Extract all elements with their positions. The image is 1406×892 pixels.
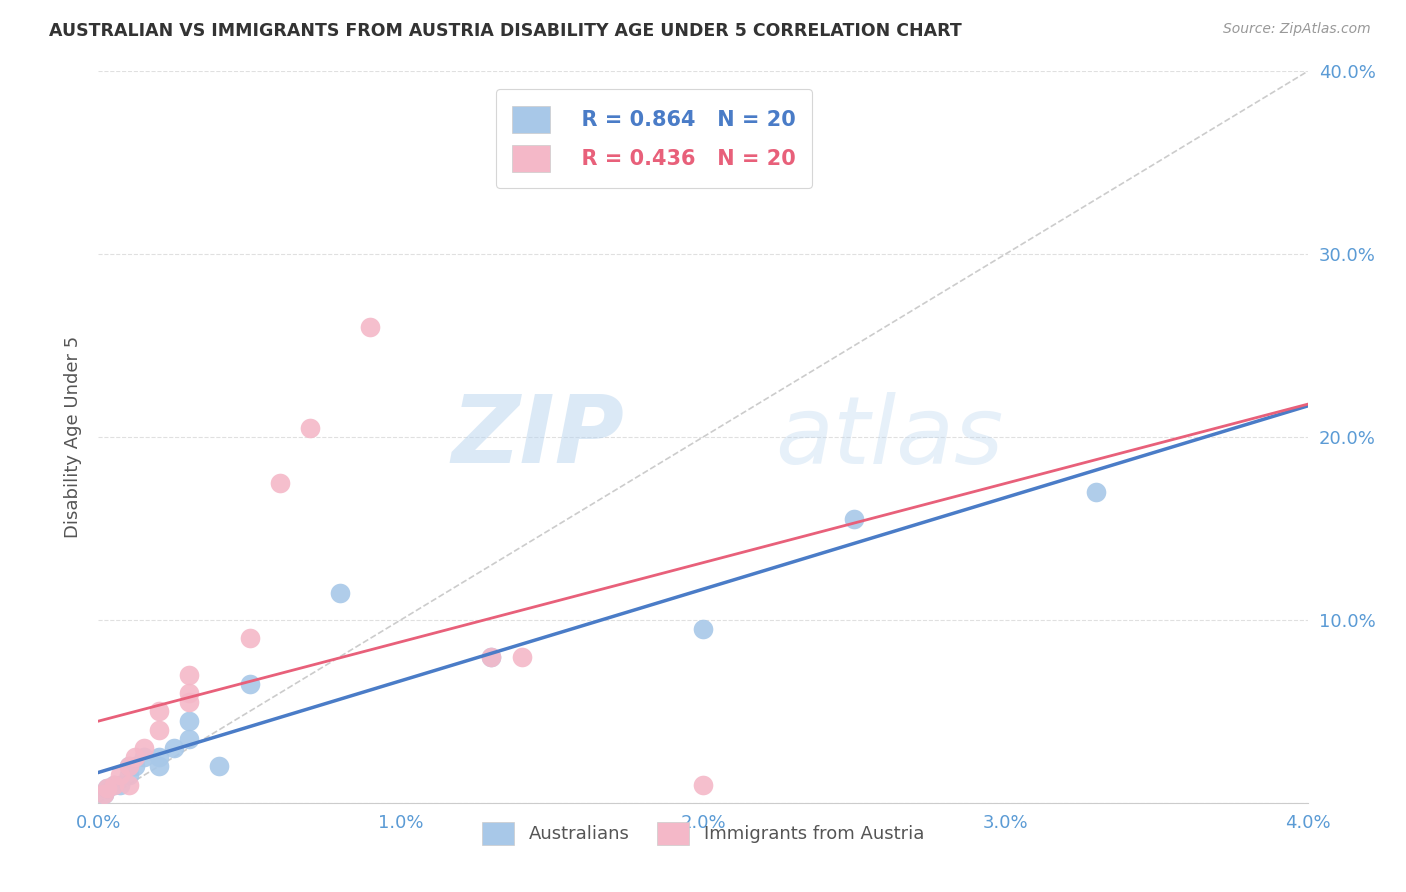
- Point: [208, 759, 231, 773]
- Point: [299, 421, 322, 435]
- Text: ZIP: ZIP: [451, 391, 624, 483]
- Point: [179, 667, 201, 681]
- Point: [118, 759, 141, 773]
- Legend: Australians, Immigrants from Austria: Australians, Immigrants from Austria: [475, 814, 931, 852]
- Point: [108, 778, 131, 792]
- Point: [179, 695, 201, 709]
- Point: [124, 759, 146, 773]
- Point: [481, 649, 503, 664]
- Point: [1085, 485, 1108, 500]
- Point: [179, 714, 201, 728]
- Point: [93, 787, 115, 801]
- Point: [148, 750, 170, 764]
- Point: [148, 759, 170, 773]
- Point: [239, 677, 262, 691]
- Point: [132, 740, 155, 755]
- Point: [118, 768, 141, 782]
- Point: [481, 649, 503, 664]
- Point: [148, 723, 170, 737]
- Point: [329, 585, 352, 599]
- Y-axis label: Disability Age Under 5: Disability Age Under 5: [63, 336, 82, 538]
- Point: [692, 778, 714, 792]
- Point: [96, 781, 118, 796]
- Point: [179, 686, 201, 700]
- Point: [148, 705, 170, 719]
- Point: [118, 759, 141, 773]
- Point: [108, 768, 131, 782]
- Point: [239, 632, 262, 646]
- Point: [510, 649, 533, 664]
- Point: [103, 778, 125, 792]
- Point: [132, 750, 155, 764]
- Text: atlas: atlas: [776, 392, 1004, 483]
- Point: [163, 740, 186, 755]
- Point: [93, 787, 115, 801]
- Point: [360, 320, 382, 334]
- Point: [96, 781, 118, 796]
- Point: [124, 750, 146, 764]
- Point: [844, 512, 866, 526]
- Point: [103, 778, 125, 792]
- Point: [692, 622, 714, 636]
- Point: [179, 731, 201, 746]
- Text: AUSTRALIAN VS IMMIGRANTS FROM AUSTRIA DISABILITY AGE UNDER 5 CORRELATION CHART: AUSTRALIAN VS IMMIGRANTS FROM AUSTRIA DI…: [49, 22, 962, 40]
- Point: [118, 778, 141, 792]
- Point: [269, 475, 291, 490]
- Text: Source: ZipAtlas.com: Source: ZipAtlas.com: [1223, 22, 1371, 37]
